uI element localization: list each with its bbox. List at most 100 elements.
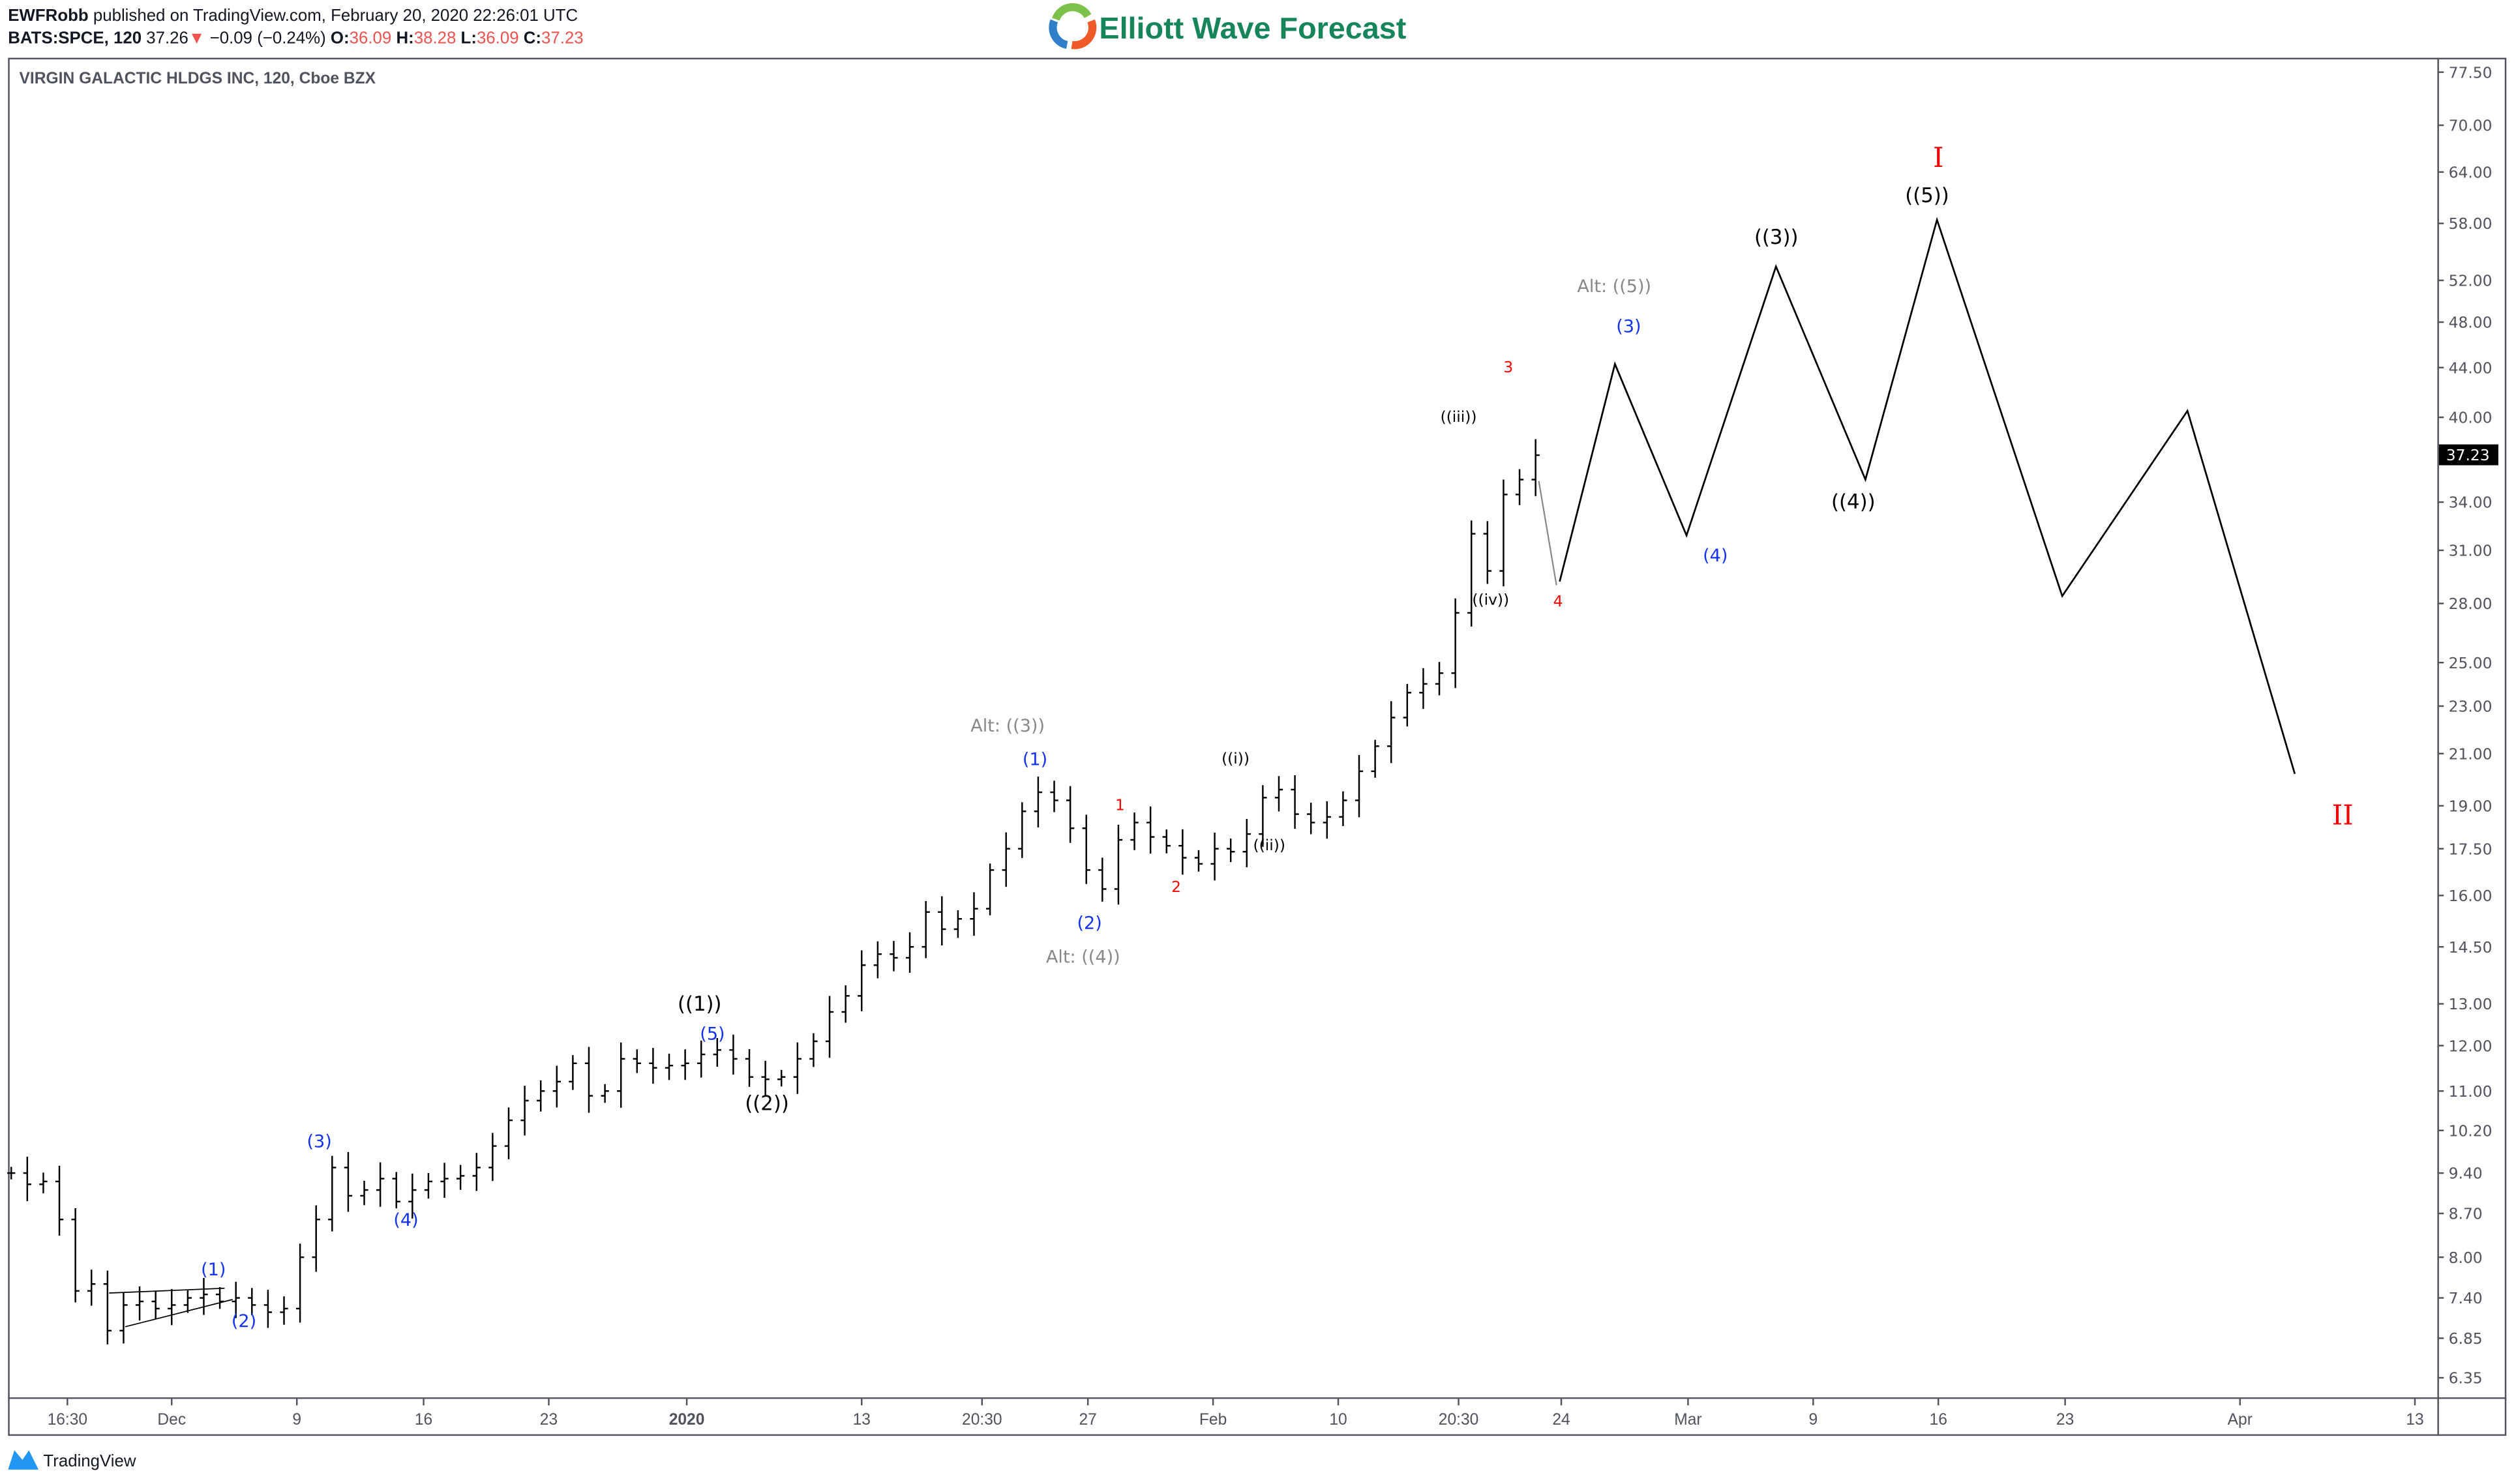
chart-frame (8, 57, 2507, 1436)
ohlc-bar (552, 1065, 561, 1108)
ohlc-bar (1435, 662, 1444, 696)
ohlc-bar (569, 1055, 577, 1090)
close-value: 37.23 (541, 29, 584, 47)
x-tick-label: 9 (1808, 1411, 1818, 1429)
y-tick-label: 40.00 (2449, 409, 2493, 427)
ohlc-bar (1531, 439, 1540, 496)
y-tick-label: 58.00 (2449, 215, 2493, 233)
ohlc-bar (1162, 829, 1171, 853)
ohlc-bar (1387, 701, 1396, 764)
tradingview-footer[interactable]: TradingView (8, 1450, 136, 1470)
symbol: BATS:SPCE, 120 (8, 29, 142, 47)
ohlc-bar (953, 910, 963, 938)
wave-label: (3) (307, 1131, 331, 1151)
y-tick-label: 52.00 (2449, 272, 2493, 290)
ohlc-bar (1098, 857, 1107, 902)
y-tick-label: 11.00 (2449, 1082, 2493, 1101)
logo-swirl-icon (1049, 3, 1097, 50)
wave-label: (3) (1616, 316, 1641, 336)
wave-label: (1) (201, 1260, 226, 1280)
y-tick-label: 28.00 (2449, 595, 2493, 613)
ohlc-bar (312, 1205, 320, 1272)
ohlc-bar (905, 932, 914, 973)
y-tick-label: 19.00 (2449, 797, 2493, 815)
tradingview-logo-icon (8, 1450, 39, 1470)
ohlc-bar (1002, 832, 1010, 887)
current-price-value: 37.23 (2446, 446, 2490, 464)
ohlc-bar (119, 1292, 128, 1344)
ohlc-bar (777, 1069, 786, 1087)
ohlc-bar (1515, 469, 1524, 505)
ohlc-bar (1178, 829, 1187, 875)
author-name[interactable]: EWFRobb (8, 7, 88, 25)
x-tick-label: Mar (1674, 1411, 1701, 1429)
x-tick-label: 13 (2406, 1411, 2423, 1429)
ohlc-bar (1419, 668, 1428, 709)
x-tick-label: 24 (1552, 1411, 1570, 1429)
y-tick-label: 31.00 (2449, 542, 2493, 560)
ohlc-bar (681, 1049, 689, 1080)
ohlc-bar (890, 941, 898, 972)
x-tick-label: 16 (415, 1411, 432, 1429)
publish-info: published on TradingView.com, February 2… (89, 7, 578, 25)
ohlc-bar (1291, 775, 1299, 829)
x-tick-label: 16 (1930, 1411, 1947, 1429)
down-arrow-icon: ▼ (188, 29, 205, 47)
ohlc-bar (87, 1269, 96, 1306)
wave-label: ((iii)) (1441, 408, 1477, 426)
wave-label: II (2332, 799, 2354, 831)
ohlc-bar (665, 1054, 674, 1080)
x-tick-label: Apr (2228, 1411, 2253, 1429)
y-tick-label: 10.20 (2449, 1121, 2493, 1140)
ohlc-bar (295, 1243, 305, 1323)
projected-wave-line (1559, 216, 2296, 775)
ohlc-bar (23, 1157, 31, 1202)
last-price: 37.26 (146, 29, 188, 47)
ohlc-bar (344, 1151, 353, 1212)
y-tick-label: 7.40 (2449, 1289, 2483, 1307)
wave-label: ((2)) (745, 1092, 789, 1116)
price-axis[interactable]: 77.50 70.00 64.00 58.00 52.00 48.00 44.00 40.00… (2437, 63, 2493, 1388)
wave-label: ((4)) (1831, 490, 1876, 514)
ohlc-bar (1483, 521, 1491, 584)
ohlc-bar (601, 1084, 609, 1103)
y-tick-label: 48.00 (2449, 314, 2493, 332)
ohlc-bar (504, 1107, 513, 1159)
ohlc-bar (745, 1049, 754, 1087)
ohlc-bar (248, 1288, 256, 1315)
price-change: −0.09 (−0.24%) (210, 29, 326, 47)
logo-text: Elliott Wave Forecast (1099, 11, 1406, 45)
ohlc-bar (1130, 812, 1139, 850)
ohlc-bar (168, 1288, 176, 1326)
y-tick-label: 64.00 (2449, 163, 2493, 181)
wave-label: (5) (700, 1024, 725, 1044)
y-tick-label: 8.70 (2449, 1205, 2483, 1223)
time-axis[interactable]: 16:30 Dec 9 16 23 2020 13 20:30 27 Feb 10 20:30 24 Ma… (48, 1399, 2424, 1429)
ohlc-bar (1227, 838, 1235, 863)
ohlc-bar (761, 1060, 770, 1096)
ohlc-bar (1194, 850, 1203, 872)
current-price-tag: 37.23 (2438, 444, 2498, 466)
y-tick-label: 17.50 (2449, 840, 2493, 858)
ohlc-bar (1114, 824, 1123, 905)
ohlc-bar (360, 1180, 368, 1206)
ohlc-bar (232, 1281, 240, 1318)
open-value: 36.09 (350, 29, 392, 47)
x-tick-label: 23 (540, 1411, 558, 1429)
ohlc-bar (7, 1166, 16, 1180)
ohlc-bar (584, 1046, 593, 1113)
wave-label: (2) (232, 1311, 256, 1331)
alt-projection-line (1538, 481, 1557, 586)
tradingview-brand: TradingView (43, 1452, 136, 1470)
ohlc-bar (873, 941, 882, 979)
wave-label: ((5)) (1905, 184, 1949, 207)
ohlc-bar (1451, 598, 1460, 689)
ohlc-bar (729, 1034, 738, 1075)
ohlc-bar (1210, 833, 1219, 881)
ohlc-line: BATS:SPCE, 120 37.26▼ −0.09 (−0.24%) O:3… (8, 29, 583, 47)
x-tick-label: 20:30 (962, 1411, 1002, 1429)
wave-label: (1) (1023, 750, 1047, 770)
y-tick-label: 9.40 (2449, 1165, 2483, 1183)
ohlc-bar (103, 1270, 112, 1344)
